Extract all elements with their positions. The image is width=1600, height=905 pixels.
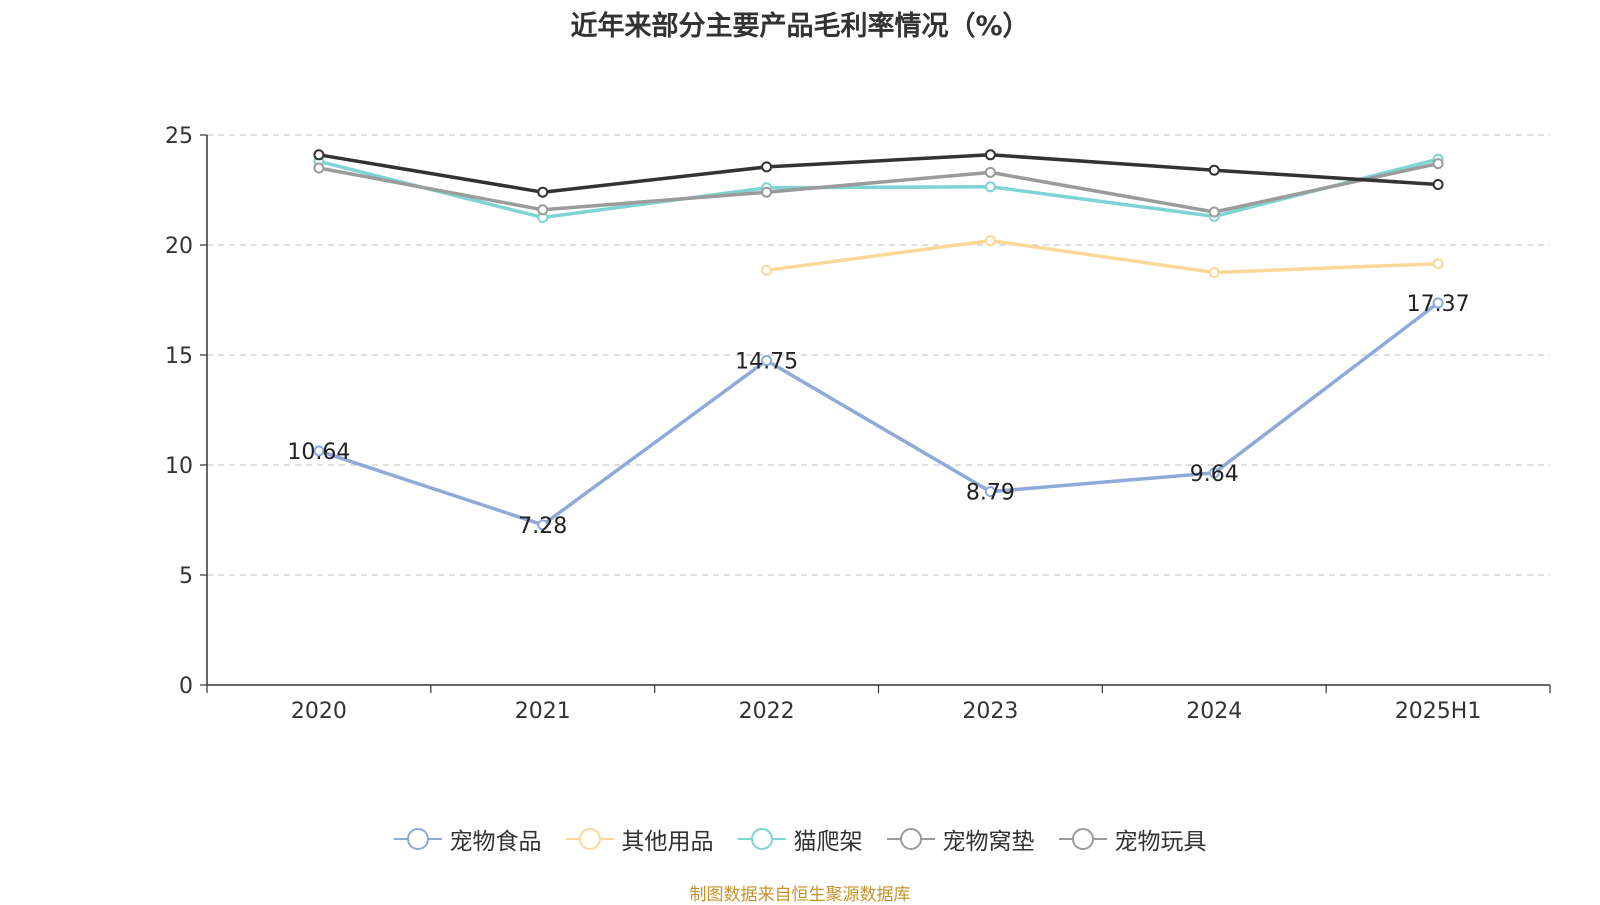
data-point [313,162,325,174]
x-tick-label: 2022 [739,699,795,724]
data-point [761,161,773,173]
data-point [1208,267,1220,278]
y-tick-label: 10 [165,454,193,479]
data-point [313,445,325,457]
data-point [1208,206,1220,218]
data-point [984,235,996,247]
data-point [761,186,773,198]
data-point [761,264,773,276]
data-label: 10.64 [287,440,350,465]
data-point [984,149,996,161]
data-point [984,181,996,193]
legend-label: 宠物窝垫 [942,829,1035,855]
y-tick-label: 5 [179,564,193,589]
series-line [766,238,1439,275]
series-line [318,161,1439,214]
data-point [1432,258,1444,270]
y-tick-label: 25 [165,124,193,149]
x-tick-label: 2020 [291,699,347,724]
data-point [1208,467,1220,479]
data-point [1432,297,1444,309]
data-label: 8.79 [966,481,1015,506]
legend-label: 猫爬架 [793,829,863,855]
legend-marker-icon [393,828,442,850]
data-label: 17.37 [1407,292,1470,317]
chart-title: 近年来部分主要产品毛利率情况（%） [570,11,1030,42]
data-label: 14.75 [735,350,798,375]
data-point [537,204,549,216]
data-point [313,149,325,161]
data-point [984,486,996,498]
data-point [984,166,996,178]
y-tick-label: 15 [165,344,193,369]
y-tick-label: 0 [179,674,193,699]
legend-item[interactable]: 宠物玩具 [1058,822,1207,856]
series-line [318,301,1440,527]
data-label: 9.64 [1190,462,1239,487]
series-line [318,157,1439,220]
legend-item[interactable]: 猫爬架 [737,822,863,856]
data-point [1432,179,1444,190]
legend-marker-icon [565,828,614,850]
line-chart: 0 5 10 15 20 25 2020 2021 2022 2023 2024 2025H1 10.… [165,124,1551,724]
legend: 宠物食品 其他用品 猫爬架 宠物窝垫 宠物玩具 [0,822,1600,856]
x-tick-label: 2021 [515,699,571,724]
x-tick-label: 2025H1 [1395,699,1482,724]
legend-marker-icon [1058,828,1107,850]
legend-label: 宠物食品 [449,829,542,855]
axes: 0 5 10 15 20 25 2020 2021 2022 2023 2024 2025H1 [165,124,1551,724]
x-tick-label: 2023 [962,699,1018,724]
series-line [318,153,1439,194]
data-labels: 10.64 7.28 14.75 8.79 9.64 17.37 [287,292,1469,539]
x-tick-label: 2024 [1186,699,1242,724]
data-point [537,186,549,198]
data-point [1432,158,1444,170]
y-tick-label: 20 [165,234,193,259]
legend-item[interactable]: 宠物窝垫 [886,822,1035,856]
series-lines [313,149,1444,531]
data-point [761,355,773,366]
data-label: 7.28 [518,514,567,539]
legend-item[interactable]: 其他用品 [565,822,714,856]
legend-label: 其他用品 [621,829,714,855]
legend-marker-icon [737,828,786,850]
data-point [1208,164,1220,176]
data-point [537,519,549,531]
legend-marker-icon [886,828,935,850]
legend-label: 宠物玩具 [1114,829,1207,855]
source-note: 制图数据来自恒生聚源数据库 [689,885,911,905]
legend-item[interactable]: 宠物食品 [393,822,542,856]
grid-lines [207,134,1550,576]
